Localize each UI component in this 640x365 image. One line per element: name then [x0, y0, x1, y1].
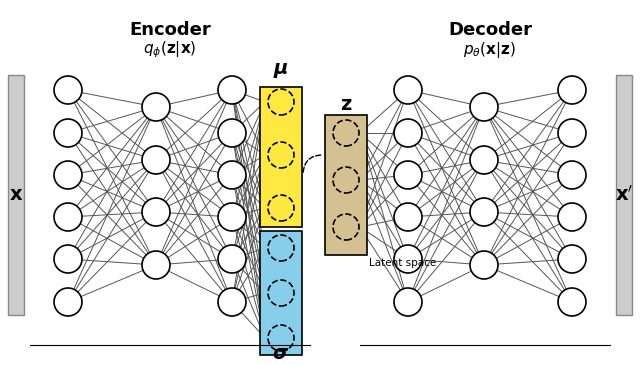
Circle shape [558, 203, 586, 231]
Text: $\boldsymbol{\sigma}$: $\boldsymbol{\sigma}$ [273, 344, 290, 363]
Circle shape [142, 93, 170, 121]
Circle shape [394, 119, 422, 147]
Text: $\mathbf{x'}$: $\mathbf{x'}$ [615, 185, 633, 205]
Text: Latent space: Latent space [369, 258, 436, 268]
Circle shape [218, 245, 246, 273]
Bar [8, 75, 24, 315]
Circle shape [54, 245, 82, 273]
Circle shape [54, 119, 82, 147]
Circle shape [558, 245, 586, 273]
Bar [260, 231, 302, 355]
Circle shape [558, 76, 586, 104]
Circle shape [218, 76, 246, 104]
Circle shape [142, 251, 170, 279]
Text: $\mathbf{z}$: $\mathbf{z}$ [340, 96, 352, 115]
Circle shape [558, 288, 586, 316]
FancyArrowPatch shape [303, 155, 321, 172]
Text: $\boldsymbol{\mu}$: $\boldsymbol{\mu}$ [273, 61, 289, 80]
Circle shape [54, 288, 82, 316]
Circle shape [394, 76, 422, 104]
Circle shape [470, 251, 498, 279]
Bar [616, 75, 632, 315]
Text: $p_{\theta}(\mathbf{x}|\mathbf{z})$: $p_{\theta}(\mathbf{x}|\mathbf{z})$ [463, 40, 516, 60]
Circle shape [218, 119, 246, 147]
Circle shape [470, 198, 498, 226]
Text: $q_{\phi}(\mathbf{z}|\mathbf{x})$: $q_{\phi}(\mathbf{z}|\mathbf{x})$ [143, 40, 196, 60]
Circle shape [558, 119, 586, 147]
Circle shape [54, 76, 82, 104]
Circle shape [142, 146, 170, 174]
Bar [260, 87, 302, 227]
Circle shape [218, 161, 246, 189]
Circle shape [54, 203, 82, 231]
Circle shape [218, 288, 246, 316]
Circle shape [218, 203, 246, 231]
Circle shape [54, 161, 82, 189]
Circle shape [470, 146, 498, 174]
Circle shape [394, 161, 422, 189]
Circle shape [142, 198, 170, 226]
Circle shape [394, 203, 422, 231]
Text: Decoder: Decoder [448, 21, 532, 39]
Bar [325, 115, 367, 255]
Circle shape [470, 93, 498, 121]
Text: Encoder: Encoder [129, 21, 211, 39]
Text: $\mathbf{x}$: $\mathbf{x}$ [9, 185, 23, 204]
Circle shape [394, 288, 422, 316]
Circle shape [558, 161, 586, 189]
Circle shape [394, 245, 422, 273]
